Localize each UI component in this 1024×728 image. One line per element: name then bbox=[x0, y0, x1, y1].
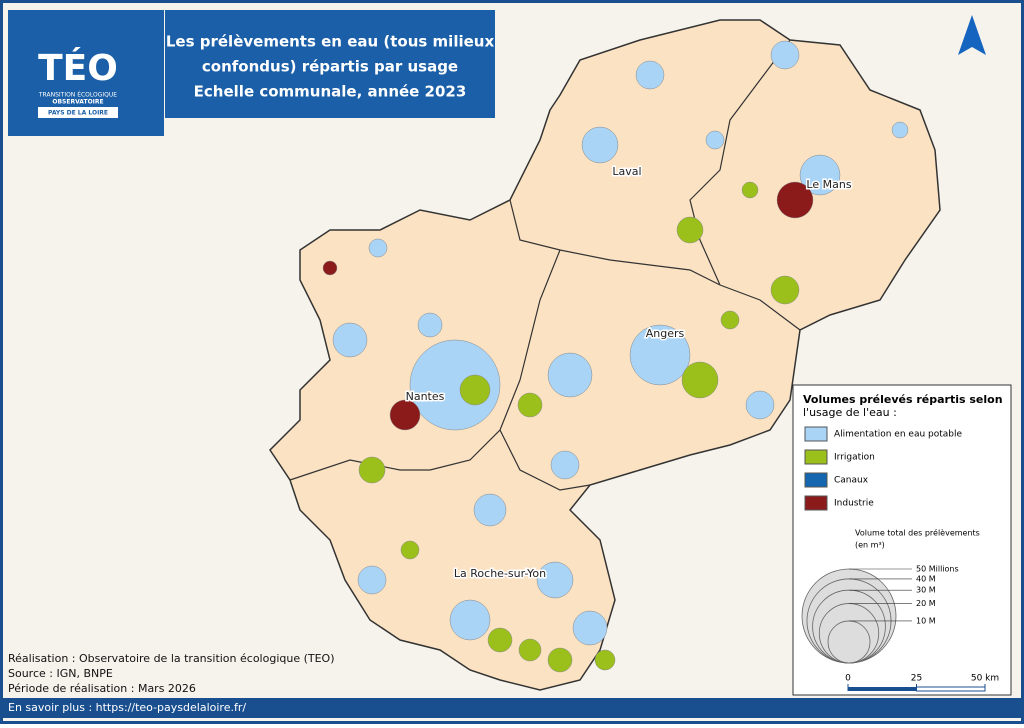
legend-title: l'usage de l'eau : bbox=[803, 406, 897, 419]
scale-label: 25 bbox=[911, 674, 922, 684]
logo-region-box bbox=[38, 107, 118, 118]
size-legend-title: Volume total des prélèvements bbox=[855, 528, 980, 538]
title-box bbox=[165, 10, 495, 118]
size-label: 50 Millions bbox=[916, 565, 959, 574]
title-line: confondus) répartis par usage bbox=[202, 58, 458, 76]
title-line: Echelle communale, année 2023 bbox=[194, 83, 467, 101]
legend-label: Irrigation bbox=[834, 453, 875, 463]
commune-pies bbox=[322, 40, 909, 673]
scale-segment bbox=[848, 687, 917, 691]
legend-items: Alimentation en eau potable Irrigation Can… bbox=[804, 426, 963, 511]
city-label: Laval bbox=[612, 165, 641, 178]
scale-label: 0 bbox=[845, 674, 851, 684]
city-label: Le Mans bbox=[806, 178, 851, 191]
legend-swatch bbox=[804, 449, 828, 465]
size-label: 20 M bbox=[916, 599, 936, 608]
credit-line: Période de réalisation : Mars 2026 bbox=[8, 682, 196, 695]
logo-subtitle: TRANSITION ÉCOLOGIQUE bbox=[38, 91, 117, 99]
credit-line: Réalisation : Observatoire de la transit… bbox=[8, 652, 335, 665]
scale-bar: 0 25 50 km bbox=[845, 674, 999, 692]
logo-name: TÉO bbox=[38, 47, 118, 89]
size-label: 30 M bbox=[916, 586, 936, 595]
legend-swatch bbox=[804, 426, 828, 442]
scale-label: 50 km bbox=[971, 674, 999, 684]
title: Les prélèvements en eau (tous milieux co… bbox=[166, 33, 495, 101]
logo-subtitle: OBSERVATOIRE bbox=[52, 99, 103, 106]
city-label: Nantes bbox=[406, 390, 445, 403]
region-shape bbox=[269, 19, 941, 691]
city-labels: Laval Le Mans Angers Nantes La Roche-sur-Yon bbox=[404, 164, 853, 582]
legend-label: Industrie bbox=[834, 499, 874, 509]
size-legend-unit: (en m³) bbox=[855, 541, 885, 550]
scale-segment bbox=[916, 686, 986, 692]
footer-bar bbox=[3, 698, 1021, 718]
north-arrow bbox=[958, 15, 986, 55]
legend-swatch bbox=[804, 495, 828, 511]
title-line: Les prélèvements en eau (tous milieux bbox=[166, 33, 495, 51]
footer-link[interactable]: En savoir plus : https://teo-paysdelaloi… bbox=[8, 701, 246, 714]
size-label: 10 M bbox=[916, 616, 936, 625]
legend-swatch bbox=[804, 472, 828, 488]
city-label: Angers bbox=[646, 327, 685, 340]
legend-label: Alimentation en eau potable bbox=[834, 430, 963, 440]
legend-title: Volumes prélevés répartis selon bbox=[803, 393, 1003, 406]
credit-line: Source : IGN, BNPE bbox=[8, 667, 113, 680]
size-circle bbox=[827, 620, 871, 664]
city-label: La Roche-sur-Yon bbox=[454, 567, 546, 580]
credits: Réalisation : Observatoire de la transit… bbox=[8, 652, 335, 695]
logo-region: PAYS DE LA LOIRE bbox=[48, 110, 108, 117]
size-label: 40 M bbox=[916, 574, 936, 583]
legend-label: Canaux bbox=[834, 476, 869, 486]
